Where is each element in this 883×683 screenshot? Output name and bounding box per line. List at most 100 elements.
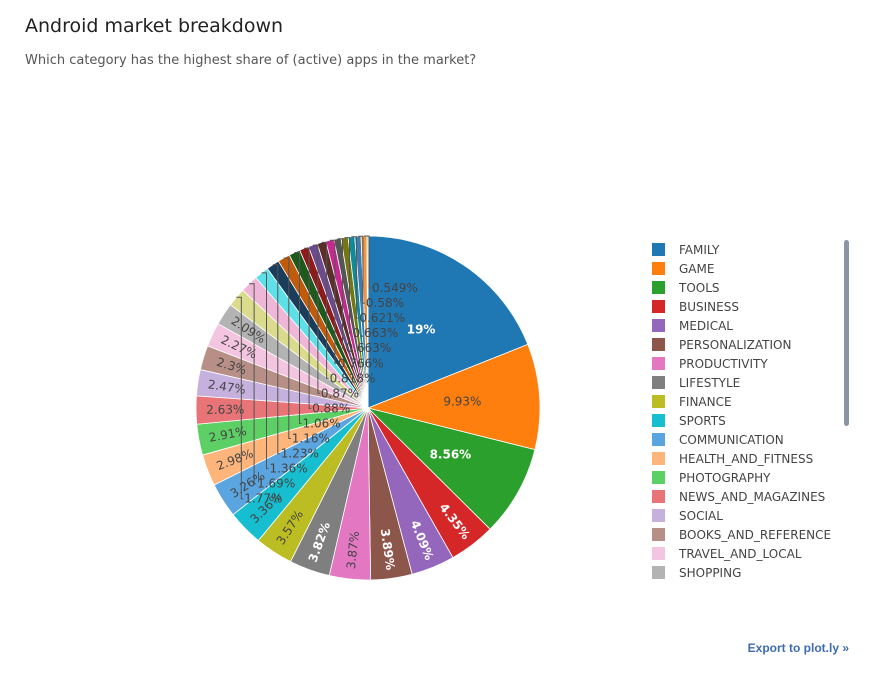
label-leader-line: [344, 237, 352, 334]
legend-item[interactable]: TRAVEL_AND_LOCAL: [652, 544, 852, 563]
legend-swatch: [652, 509, 665, 522]
legend-label: SPORTS: [679, 413, 726, 428]
legend-item[interactable]: TOOLS: [652, 278, 852, 297]
legend-swatch: [652, 357, 665, 370]
legend-item[interactable]: SHOPPING: [652, 563, 852, 582]
legend-item[interactable]: PHOTOGRAPHY: [652, 468, 852, 487]
legend-item[interactable]: SPORTS: [652, 411, 852, 430]
legend-label: GAME: [679, 261, 715, 276]
legend-label: FAMILY: [679, 242, 720, 257]
slice-percent-label: 0.87%: [321, 386, 359, 400]
chart-subtitle: Which category has the highest share of …: [25, 53, 477, 68]
legend-label: SHOPPING: [679, 565, 742, 580]
legend-item[interactable]: SOCIAL: [652, 506, 852, 525]
legend-label: TOOLS: [679, 280, 720, 295]
legend-swatch: [652, 547, 665, 560]
legend-item[interactable]: FINANCE: [652, 392, 852, 411]
slice-percent-label: 19%: [407, 323, 436, 337]
label-leader-line: [329, 239, 337, 364]
slice-percent-label: 8.56%: [430, 447, 472, 461]
slice-percent-label: 3.87%: [344, 530, 362, 569]
legend-item[interactable]: NEWS_AND_MAGAZINES: [652, 487, 852, 506]
slice-percent-label: 0.58%: [366, 296, 404, 310]
legend-label: COMMUNICATION: [679, 432, 784, 447]
legend-label: SOCIAL: [679, 508, 723, 523]
label-leader-line: [272, 264, 280, 455]
slice-percent-label: 0.818%: [330, 371, 376, 385]
pie-slices: [195, 235, 541, 581]
legend-swatch: [652, 338, 665, 351]
slice-percent-label: 3.89%: [378, 528, 398, 571]
legend-item[interactable]: MEDICAL: [652, 316, 852, 335]
label-leader-line: [304, 247, 312, 409]
pie-slice[interactable]: [366, 407, 536, 530]
label-leader-line: [321, 241, 329, 379]
label-leader-line: [357, 235, 365, 304]
legend-label: HEALTH_AND_FITNESS: [679, 451, 814, 466]
legend-item[interactable]: BUSINESS: [652, 297, 852, 316]
label-leader-line: [249, 283, 257, 485]
legend-item[interactable]: BOOKS_AND_REFERENCE: [652, 525, 852, 544]
chart-legend: FAMILY GAME TOOLS BUSINESS MEDICAL PERSONALIZ…: [652, 240, 852, 585]
slice-percent-label: 1.77%: [244, 492, 282, 506]
slice-percent-label: 1.06%: [303, 417, 341, 431]
slice-percent-label: 0.663%: [346, 341, 392, 355]
slice-percent-label: 0.621%: [359, 311, 405, 325]
legend-swatch: [652, 414, 665, 427]
legend-label: PRODUCTIVITY: [679, 356, 768, 371]
label-leader-line: [261, 272, 269, 470]
legend-item[interactable]: PRODUCTIVITY: [652, 354, 852, 373]
legend-label: BUSINESS: [679, 299, 739, 314]
legend-item[interactable]: HEALTH_AND_FITNESS: [652, 449, 852, 468]
legend-swatch: [652, 319, 665, 332]
legend-swatch: [652, 471, 665, 484]
slice-percent-label: 0.663%: [353, 326, 399, 340]
legend-scrollbar[interactable]: [844, 240, 849, 426]
slice-percent-label: 0.88%: [312, 401, 350, 415]
legend-swatch: [652, 452, 665, 465]
outside-label-leaders: [236, 235, 371, 500]
legend-swatch: [652, 300, 665, 313]
slice-percent-label: 9.93%: [443, 395, 481, 409]
label-leader-line: [283, 257, 291, 439]
legend-label: BOOKS_AND_REFERENCE: [679, 527, 832, 542]
slice-percent-label: 0.766%: [338, 356, 384, 370]
export-to-plotly-link[interactable]: Export to plot.ly »: [747, 641, 849, 655]
legend-label: TRAVEL_AND_LOCAL: [679, 546, 802, 561]
slice-percent-label: 1.23%: [281, 447, 319, 461]
label-leader-line: [294, 252, 302, 424]
slice-percent-label: 2.63%: [206, 402, 244, 416]
legend-swatch: [652, 433, 665, 446]
slice-percent-label: 2.91%: [208, 424, 248, 445]
legend-item[interactable]: FAMILY: [652, 240, 852, 259]
legend-item[interactable]: GAME: [652, 259, 852, 278]
legend-label: LIFESTYLE: [679, 375, 741, 390]
label-leader-line: [236, 296, 244, 500]
label-leader-line: [312, 244, 320, 394]
pie-slice[interactable]: [366, 343, 541, 451]
pie-slice[interactable]: [367, 235, 529, 409]
legend-swatch: [652, 243, 665, 256]
chart-title: Android market breakdown: [25, 15, 284, 37]
legend-label: MEDICAL: [679, 318, 733, 333]
legend-item[interactable]: LIFESTYLE: [652, 373, 852, 392]
legend-label: NEWS_AND_MAGAZINES: [679, 489, 826, 504]
legend-swatch: [652, 395, 665, 408]
slice-percent-label: 1.16%: [292, 432, 330, 446]
slice-percent-label: 1.36%: [270, 462, 308, 476]
legend-swatch: [652, 376, 665, 389]
slice-percent-label: 0.549%: [372, 281, 418, 295]
legend-swatch: [652, 281, 665, 294]
slice-percent-label: 2.47%: [207, 377, 247, 396]
legend-swatch: [652, 490, 665, 503]
label-leader-line: [351, 236, 359, 319]
slice-percent-label: 1.69%: [257, 477, 295, 491]
legend-swatch: [652, 528, 665, 541]
legend-item[interactable]: PERSONALIZATION: [652, 335, 852, 354]
legend-swatch: [652, 566, 665, 579]
legend-label: FINANCE: [679, 394, 732, 409]
legend-item[interactable]: COMMUNICATION: [652, 430, 852, 449]
legend-label: PERSONALIZATION: [679, 337, 792, 352]
legend-swatch: [652, 262, 665, 275]
